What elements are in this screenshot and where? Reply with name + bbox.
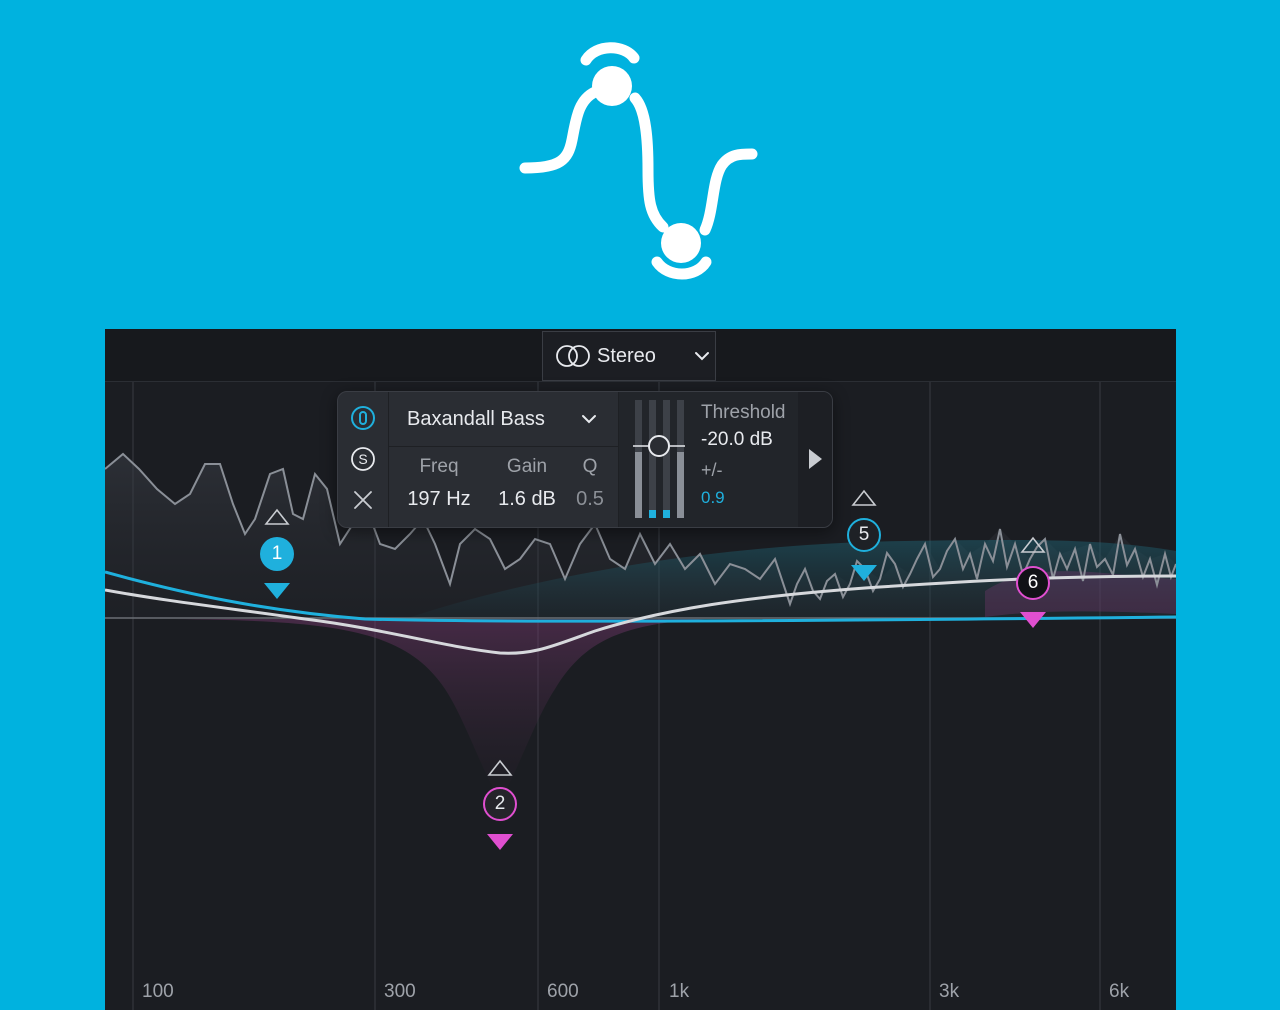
range-value[interactable]: 0.9: [701, 488, 725, 507]
band-node-2[interactable]: 2: [483, 787, 517, 821]
q-param[interactable]: Q 0.5: [572, 456, 608, 511]
play-arrow-icon: [809, 449, 822, 469]
gain-param[interactable]: Gain 1.6 dB: [490, 456, 564, 511]
gain-label: Gain: [506, 456, 548, 477]
threshold-label: Threshold: [701, 402, 786, 423]
freq-label-300: 300: [384, 981, 416, 1002]
eq-logo-icon: [519, 42, 758, 280]
node-1-up-handle[interactable]: [264, 508, 290, 525]
freq-label-1k: 1k: [669, 981, 690, 1002]
power-icon[interactable]: [349, 404, 377, 432]
stereo-icon: [556, 345, 590, 367]
node-6-up-handle[interactable]: [1020, 536, 1046, 553]
filter-type-select[interactable]: Baxandall Bass: [388, 392, 618, 447]
band-2-area: [175, 619, 705, 799]
threshold-slider[interactable]: [633, 398, 689, 520]
node-6-down-handle[interactable]: [1020, 612, 1046, 628]
eq-display[interactable]: 1 2 5 6 100 300 600 1k 3k 6k Stereo: [105, 329, 1176, 1010]
threshold-value[interactable]: -20.0 dB: [701, 429, 773, 450]
filter-type-label: Baxandall Bass: [407, 407, 545, 430]
node-5-down-handle[interactable]: [851, 565, 877, 581]
stereo-label: Stereo: [597, 344, 656, 367]
band-node-1-label: 1: [271, 543, 283, 564]
freq-label-100: 100: [142, 981, 174, 1002]
range-label: +/-: [701, 460, 723, 480]
dynamics-section: Threshold -20.0 dB +/- 0.9: [618, 392, 799, 527]
expand-dynamics-button[interactable]: [798, 392, 832, 527]
eq-sum-curve: [105, 574, 1176, 655]
band-node-5-label: 5: [858, 524, 870, 545]
freq-label-6k: 6k: [1109, 981, 1130, 1002]
band-popup: S Baxandall Bass Freq 197 Hz Gain 1.6 dB…: [337, 391, 833, 528]
band-node-6[interactable]: 6: [1016, 566, 1050, 600]
freq-param[interactable]: Freq 197 Hz: [400, 456, 478, 511]
freq-label-3k: 3k: [939, 981, 960, 1002]
node-1-down-handle[interactable]: [264, 583, 290, 599]
top-bar: Stereo: [105, 329, 1176, 382]
band-node-2-label: 2: [494, 793, 506, 814]
node-2-up-handle[interactable]: [487, 759, 513, 776]
solo-label: S: [358, 451, 367, 467]
chevron-down-icon: [695, 352, 709, 361]
spectrum-line: [105, 452, 1176, 608]
band-node-6-label: 6: [1027, 572, 1039, 593]
q-label: Q: [582, 456, 598, 477]
q-value[interactable]: 0.5: [576, 488, 604, 510]
band-5-area: [405, 540, 1176, 619]
band-node-5[interactable]: 5: [847, 518, 881, 552]
band-side-controls: S: [338, 392, 389, 527]
eq-graph[interactable]: [105, 329, 1176, 1010]
chevron-down-icon: [582, 415, 596, 424]
stereo-mode-select[interactable]: Stereo: [542, 331, 716, 381]
solo-icon[interactable]: S: [349, 445, 377, 473]
gain-value[interactable]: 1.6 dB: [498, 488, 556, 510]
node-5-up-handle[interactable]: [851, 489, 877, 506]
close-icon[interactable]: [349, 486, 377, 514]
freq-value[interactable]: 197 Hz: [407, 488, 471, 510]
freq-label-600: 600: [547, 981, 579, 1002]
threshold-slider-knob[interactable]: [648, 435, 670, 457]
freq-label: Freq: [419, 456, 459, 477]
band-1-curve: [105, 570, 1176, 623]
band-node-1[interactable]: 1: [260, 537, 294, 571]
node-2-down-handle[interactable]: [487, 834, 513, 850]
